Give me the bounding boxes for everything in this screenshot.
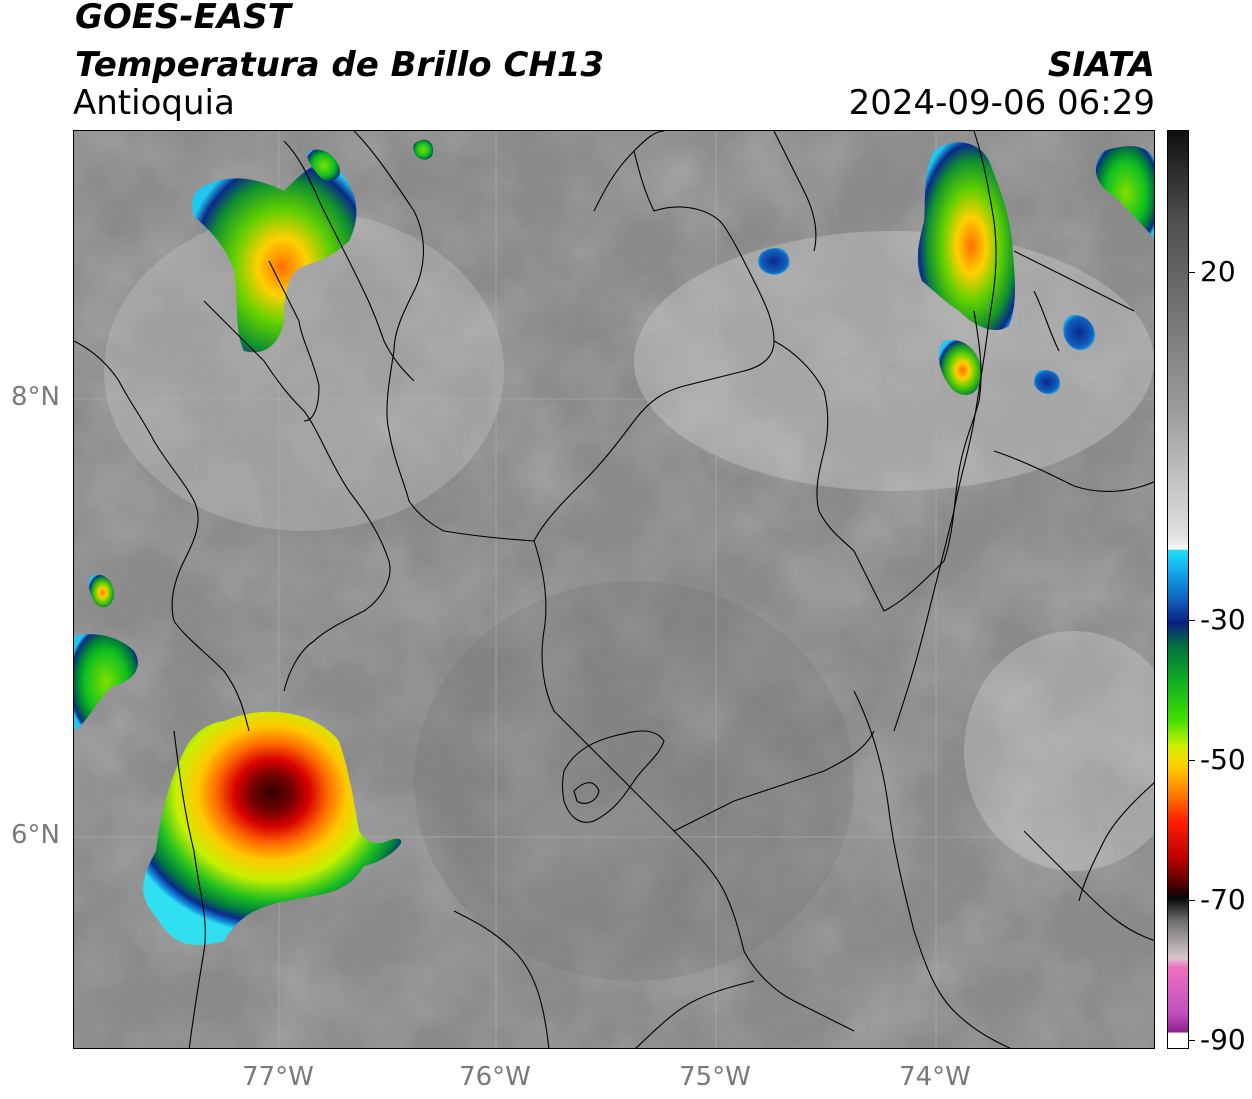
source-label: SIATA xyxy=(1047,45,1155,85)
colorbar-tick-minus50 xyxy=(1189,760,1195,761)
storm-cell-northwest-top xyxy=(307,149,340,182)
lon-tick-74w: 74°W xyxy=(899,1062,971,1092)
boundaries xyxy=(74,131,1154,1048)
region-label: Antioquia xyxy=(73,83,235,123)
storm-cell-east xyxy=(938,340,982,395)
storm-cell-north-small xyxy=(413,139,434,160)
lat-tick-6n: 6°N xyxy=(11,820,60,850)
colorbar-tick-minus70 xyxy=(1189,900,1195,901)
storm-cell-southwest xyxy=(143,711,402,945)
satellite-map[interactable] xyxy=(73,130,1155,1049)
storm-cell-northwest xyxy=(192,162,357,353)
temperature-colorbar xyxy=(1167,130,1189,1049)
colorbar-tick-minus90 xyxy=(1189,1040,1195,1041)
storm-cell-northeast xyxy=(917,142,1016,331)
colorbar-tick-minus30 xyxy=(1189,620,1195,621)
lon-tick-77w: 77°W xyxy=(242,1062,314,1092)
satellite-title: GOES-EAST xyxy=(75,0,291,37)
storm-cell-central-north xyxy=(758,247,790,275)
lon-tick-75w: 75°W xyxy=(679,1062,751,1092)
storm-cell-west-small xyxy=(88,574,114,608)
colorbar-label-minus90: -90 xyxy=(1200,1023,1246,1056)
storm-cell-east-small xyxy=(1063,315,1095,351)
storm-cell-far-northeast xyxy=(1095,146,1154,239)
colorbar-label-20: 20 xyxy=(1200,255,1236,288)
colorbar-label-minus30: -30 xyxy=(1200,603,1246,636)
colorbar-label-minus50: -50 xyxy=(1200,743,1246,776)
storm-cell-west-coast xyxy=(74,634,138,731)
storm-cell-east-small-2 xyxy=(1034,370,1061,395)
antioquia-border xyxy=(353,131,775,542)
storm-cells xyxy=(74,139,1154,945)
product-title: Temperatura de Brillo CH13 xyxy=(75,45,605,85)
colorbar-tick-20 xyxy=(1189,272,1195,273)
lon-tick-76w: 76°W xyxy=(459,1062,531,1092)
lat-tick-8n: 8°N xyxy=(11,382,60,412)
timestamp-label: 2024-09-06 06:29 xyxy=(848,83,1155,123)
colorbar-label-minus70: -70 xyxy=(1200,883,1246,916)
